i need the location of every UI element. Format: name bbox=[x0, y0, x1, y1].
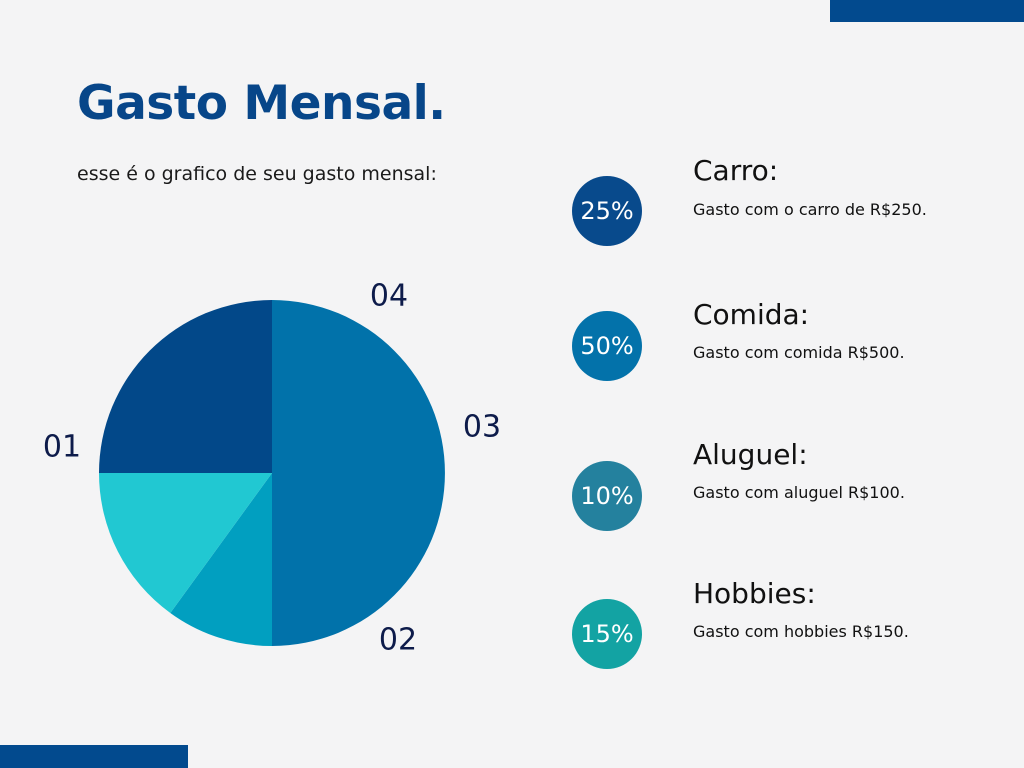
legend-desc-aluguel: Gasto com aluguel R$100. bbox=[693, 483, 905, 502]
legend-badge-comida: 50% bbox=[572, 311, 642, 381]
pie-slice-02 bbox=[272, 300, 445, 646]
legend-desc-carro: Gasto com o carro de R$250. bbox=[693, 200, 927, 219]
bottom-accent-bar bbox=[0, 745, 188, 768]
legend-title-carro: Carro: bbox=[693, 154, 779, 187]
legend-badge-carro: 25% bbox=[572, 176, 642, 246]
top-accent-bar bbox=[830, 0, 1024, 22]
pie-slice-03 bbox=[170, 473, 272, 646]
legend-badge-hobbies: 15% bbox=[572, 599, 642, 669]
legend-desc-hobbies: Gasto com hobbies R$150. bbox=[693, 622, 909, 641]
legend-title-hobbies: Hobbies: bbox=[693, 577, 816, 610]
page-subtitle: esse é o grafico de seu gasto mensal: bbox=[77, 163, 437, 185]
page-title: Gasto Mensal. bbox=[77, 76, 446, 131]
legend-title-aluguel: Aluguel: bbox=[693, 438, 808, 471]
pie-label-02: 02 bbox=[379, 623, 417, 658]
legend-title-comida: Comida: bbox=[693, 298, 810, 331]
pie-slice-04 bbox=[99, 473, 272, 613]
legend-badge-aluguel: 10% bbox=[572, 461, 642, 531]
pie-slice-01 bbox=[99, 300, 272, 473]
legend-desc-comida: Gasto com comida R$500. bbox=[693, 343, 905, 362]
pie-label-04: 04 bbox=[370, 279, 408, 314]
pie-label-01: 01 bbox=[43, 430, 81, 465]
pie-label-03: 03 bbox=[463, 410, 501, 445]
